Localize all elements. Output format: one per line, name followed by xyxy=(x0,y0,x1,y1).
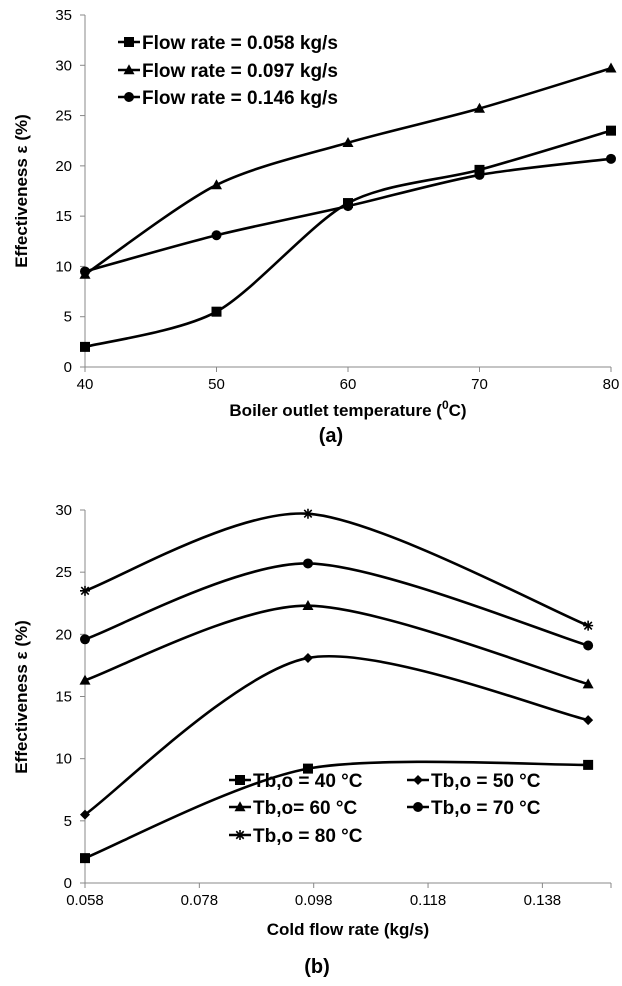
b-legend-marker xyxy=(413,802,423,812)
a-ytick-label: 0 xyxy=(64,359,72,376)
a-ytick-label: 35 xyxy=(55,7,72,24)
a-legend-label: Flow rate = 0.097 kg/s xyxy=(142,61,338,82)
b-point xyxy=(302,652,313,663)
b-point xyxy=(80,585,90,596)
b-point xyxy=(79,674,91,685)
b-ytick-label: 5 xyxy=(64,813,72,830)
b-point xyxy=(583,620,594,631)
chart-a-caption: (a) xyxy=(319,425,343,447)
b-point xyxy=(583,759,594,770)
a-point xyxy=(605,62,617,73)
chart-b-markers xyxy=(79,508,594,864)
a-ytick-label: 10 xyxy=(55,258,72,275)
b-legend-label: Tb,o= 60 °C xyxy=(253,798,357,819)
chart-a-ylabel: Effectiveness ε (%) xyxy=(12,114,31,268)
a-point xyxy=(211,230,222,241)
b-point xyxy=(80,809,90,820)
b-point xyxy=(302,763,313,774)
a-xtick-label: 70 xyxy=(471,376,488,393)
b-point xyxy=(582,678,594,689)
b-xtick-label: 0.078 xyxy=(181,892,219,909)
a-series-line xyxy=(84,129,612,349)
b-ytick-label: 15 xyxy=(55,689,72,706)
b-ytick-label: 30 xyxy=(55,502,72,519)
a-legend-marker xyxy=(123,64,135,75)
b-ytick-label: 10 xyxy=(55,751,72,768)
b-ytick-label: 0 xyxy=(64,875,72,892)
chart-a-xlabel: Boiler outlet temperature (0C) xyxy=(229,398,466,420)
chart-a-markers xyxy=(79,62,617,352)
chart-b-xlabel: Cold flow rate (kg/s) xyxy=(267,920,429,939)
chart-a-ticks: 0 5 10 15 20 25 30 35 40 50 60 70 80 xyxy=(55,7,619,393)
a-point xyxy=(80,341,90,352)
b-point xyxy=(302,558,313,569)
a-ytick-label: 30 xyxy=(55,57,72,74)
b-legend-marker xyxy=(413,775,423,785)
b-legend-label: Tb,o = 40 °C xyxy=(253,771,363,792)
a-point xyxy=(342,136,354,147)
a-point xyxy=(474,164,485,175)
b-point xyxy=(583,715,594,726)
a-point xyxy=(474,169,485,180)
a-point xyxy=(211,306,222,317)
chart-a: 0 5 10 15 20 25 30 35 40 50 60 70 80 Flow rate = 0.0… xyxy=(12,7,619,447)
a-legend-marker xyxy=(124,92,134,102)
b-legend-label: Tb,o = 70 °C xyxy=(431,798,541,819)
b-xtick-label: 0.058 xyxy=(66,892,104,909)
b-xtick-label: 0.138 xyxy=(524,892,562,909)
a-ytick-label: 5 xyxy=(64,309,72,326)
a-point xyxy=(474,102,485,113)
b-point xyxy=(80,634,90,645)
b-legend-marker xyxy=(235,775,245,785)
b-legend-label: Tb,o = 80 °C xyxy=(253,826,363,847)
a-series-line xyxy=(84,157,612,273)
chart-b-ticks: 0 5 10 15 20 25 30 0.058 0.078 0.098 0.118 0.138 xyxy=(55,502,612,909)
a-point xyxy=(80,266,90,277)
b-xtick-label: 0.098 xyxy=(295,892,333,909)
a-ytick-label: 15 xyxy=(55,208,72,225)
b-point xyxy=(80,853,90,864)
a-ytick-label: 25 xyxy=(55,108,72,125)
b-series-line xyxy=(84,562,589,647)
a-ytick-label: 20 xyxy=(55,158,72,175)
a-xtick-label: 80 xyxy=(603,376,620,393)
chart-b: 0 5 10 15 20 25 30 0.058 0.078 0.098 0.118 0.138 Tb… xyxy=(12,502,612,978)
a-xtick-label: 40 xyxy=(77,376,94,393)
a-legend-label: Flow rate = 0.146 kg/s xyxy=(142,88,338,109)
chart-a-legend: Flow rate = 0.058 kg/s Flow rate = 0.097 … xyxy=(118,33,338,109)
a-point xyxy=(211,179,222,190)
b-ytick-label: 20 xyxy=(55,626,72,643)
b-ytick-label: 25 xyxy=(55,564,72,581)
b-point xyxy=(583,640,594,651)
chart-b-caption: (b) xyxy=(304,956,330,978)
a-point xyxy=(606,153,616,164)
b-series-line xyxy=(84,604,589,686)
a-point xyxy=(606,125,616,136)
b-legend-marker xyxy=(234,801,246,812)
a-xtick-label: 50 xyxy=(208,376,225,393)
chart-b-ylabel: Effectiveness ε (%) xyxy=(12,620,31,774)
b-xtick-label: 0.118 xyxy=(410,892,446,909)
b-point xyxy=(302,599,314,610)
a-legend-marker xyxy=(124,37,134,47)
b-legend-marker xyxy=(235,830,245,840)
a-xtick-label: 60 xyxy=(340,376,357,393)
a-point xyxy=(343,201,353,212)
a-legend-label: Flow rate = 0.058 kg/s xyxy=(142,33,338,54)
chart-b-legend: Tb,o = 40 °C Tb,o = 50 °C Tb,o= 60 °C Tb,o … xyxy=(229,771,541,847)
b-point xyxy=(302,508,313,519)
b-legend-label: Tb,o = 50 °C xyxy=(431,771,541,792)
